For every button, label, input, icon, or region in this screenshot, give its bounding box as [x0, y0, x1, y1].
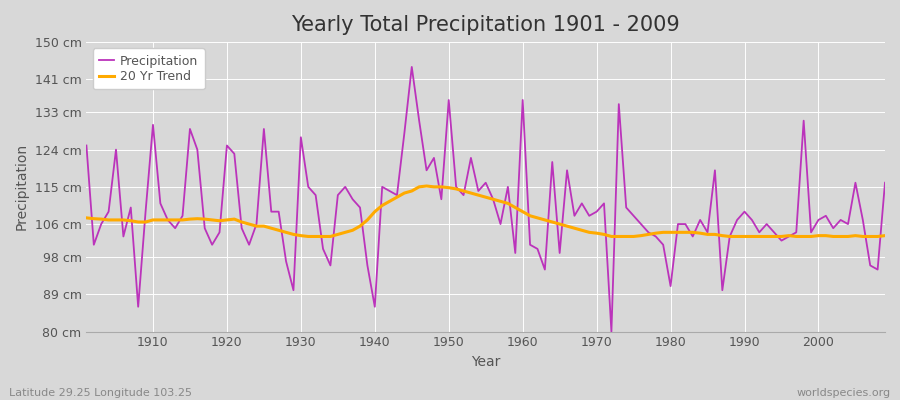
20 Yr Trend: [879, 233, 890, 238]
Title: Yearly Total Precipitation 1901 - 2009: Yearly Total Precipitation 1901 - 2009: [292, 15, 680, 35]
Precipitation: [81, 143, 92, 148]
Line: 20 Yr Trend: 20 Yr Trend: [86, 186, 885, 236]
Text: Latitude 29.25 Longitude 103.25: Latitude 29.25 Longitude 103.25: [9, 388, 192, 398]
Precipitation: [302, 184, 313, 189]
20 Yr Trend: [140, 220, 151, 224]
X-axis label: Year: Year: [471, 355, 500, 369]
Precipitation: [407, 64, 418, 69]
20 Yr Trend: [302, 234, 313, 239]
20 Yr Trend: [525, 213, 535, 218]
20 Yr Trend: [81, 216, 92, 220]
Precipitation: [606, 329, 616, 334]
20 Yr Trend: [355, 224, 365, 228]
Y-axis label: Precipitation: Precipitation: [15, 143, 29, 230]
Precipitation: [621, 205, 632, 210]
20 Yr Trend: [421, 184, 432, 188]
Precipitation: [140, 209, 151, 214]
Precipitation: [518, 98, 528, 102]
Precipitation: [347, 197, 358, 202]
Text: worldspecies.org: worldspecies.org: [796, 388, 891, 398]
Legend: Precipitation, 20 Yr Trend: Precipitation, 20 Yr Trend: [93, 48, 204, 89]
20 Yr Trend: [532, 216, 543, 220]
Line: Precipitation: Precipitation: [86, 67, 885, 332]
20 Yr Trend: [310, 234, 321, 239]
Precipitation: [879, 180, 890, 185]
20 Yr Trend: [621, 234, 632, 239]
Precipitation: [525, 242, 535, 247]
